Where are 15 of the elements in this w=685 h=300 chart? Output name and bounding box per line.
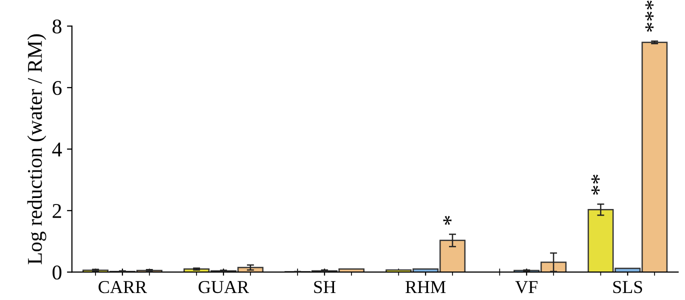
x-tick-label: GUAR [198,281,250,294]
annotation: ** [591,174,600,195]
annotation: * [443,216,452,225]
y-tick-label: 6 [52,81,62,96]
x-tick-label: RHM [406,281,446,293]
x-tick-label: CARR [98,281,147,294]
annotation: *** [645,0,654,32]
x-tick-label: SLS [613,281,642,294]
y-tick-label: 0 [52,265,62,280]
x-tick-label: SH [314,281,336,294]
y-tick-label: 2 [52,204,62,218]
y-axis-title: Log reduction (water / RM) [27,34,46,264]
y-tick-label: 4 [52,142,62,156]
x-tick-label: VF [515,281,538,294]
y-tick-label: 8 [52,19,62,34]
